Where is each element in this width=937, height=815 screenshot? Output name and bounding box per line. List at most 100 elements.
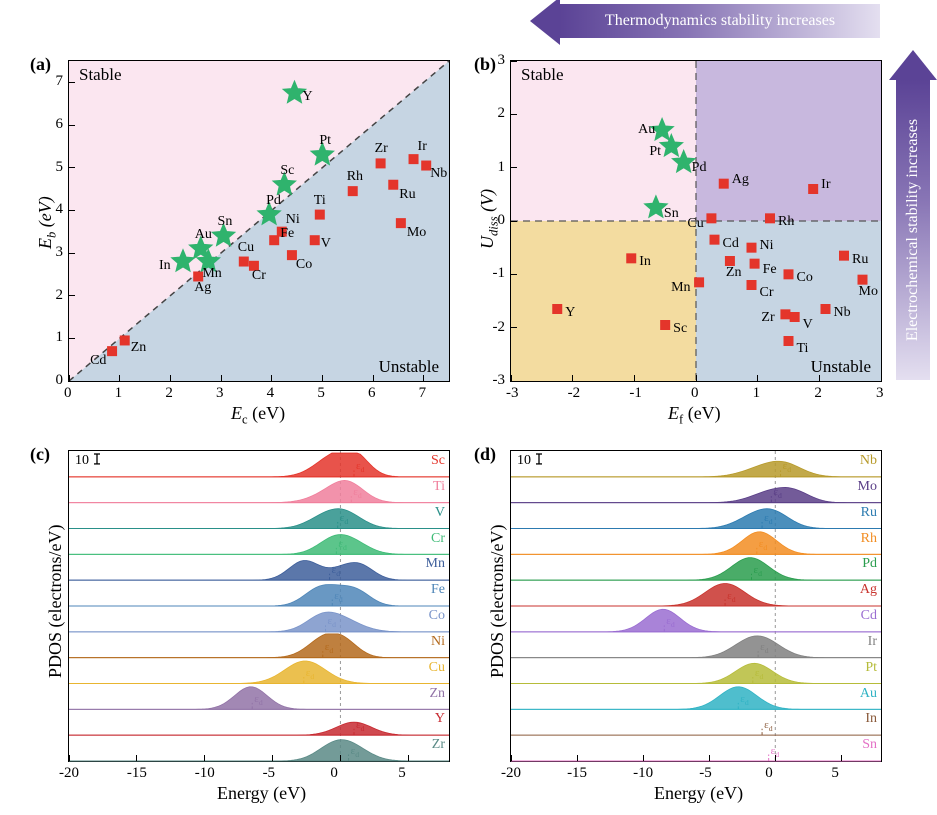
pdos-right: εdNbεdMoεdRuεdRhεdPdεdAgεdCdεdIrεdPtεdAu… — [510, 450, 882, 762]
pdos-left: εdScεdTiεdVεdCrεdMnεdFeεdCoεdNiεdCuεdZnε… — [68, 450, 450, 762]
pdos-row-pt: Pt — [865, 660, 877, 676]
point-label-y: Y — [565, 305, 575, 321]
point-label-nb: Nb — [430, 166, 447, 182]
point-label-in: In — [639, 254, 651, 270]
point-label-cu: Cu — [238, 240, 254, 256]
ed-label-rh: εd — [759, 538, 767, 552]
point-label-pt: Pt — [319, 133, 331, 149]
point-label-cd: Cd — [90, 353, 106, 369]
y-axis-title: Eb (eV) — [35, 196, 60, 249]
x-tick: 5 — [398, 765, 406, 782]
pdos-row-cd: Cd — [861, 608, 877, 624]
ed-label-ag: εd — [727, 590, 735, 604]
stable-label: Stable — [521, 65, 564, 85]
ed-label-ti: εd — [353, 486, 361, 500]
x-tick: 5 — [831, 765, 839, 782]
y-tick: 2 — [498, 105, 506, 122]
pdos-row-au: Au — [860, 686, 877, 702]
ed-label-ni: εd — [325, 641, 333, 655]
pdos-row-zn: Zn — [429, 686, 445, 702]
pdos-row-ru: Ru — [861, 505, 877, 521]
point-label-sn: Sn — [664, 206, 679, 222]
point-label-ni: Ni — [760, 238, 774, 254]
ed-label-pd: εd — [754, 564, 762, 578]
point-label-zn: Zn — [726, 265, 742, 281]
pdos-row-sn: Sn — [862, 737, 877, 753]
point-label-ru: Ru — [399, 187, 415, 203]
ed-label-ir: εd — [760, 641, 768, 655]
y-tick: 6 — [56, 116, 64, 133]
point-label-fe: Fe — [763, 262, 777, 278]
scatter-udiss-ef: StableUnstable-3-2-10123-3-2-10123Ef (eV… — [510, 60, 882, 382]
scatter-eb-ec: StableUnstable0123456701234567Ec (eV)Eb … — [68, 60, 450, 382]
panel-c-label: (c) — [30, 444, 50, 465]
point-label-ir: Ir — [418, 139, 427, 155]
x-tick: 4 — [267, 385, 275, 402]
unstable-label: Unstable — [811, 357, 871, 377]
pdos-row-in: In — [865, 711, 877, 727]
pdos-row-cu: Cu — [429, 660, 445, 676]
x-tick: 1 — [115, 385, 123, 402]
point-label-rh: Rh — [347, 169, 363, 185]
ed-label-cr: εd — [338, 538, 346, 552]
x-tick: 3 — [216, 385, 224, 402]
pdos-row-nb: Nb — [860, 453, 877, 469]
point-label-sc: Sc — [280, 163, 294, 179]
y-tick: 1 — [56, 329, 64, 346]
point-label-cd: Cd — [723, 236, 739, 252]
ed-label-mo: εd — [773, 486, 781, 500]
scale-label: 10 — [75, 453, 89, 469]
point-label-co: Co — [797, 270, 813, 286]
point-label-cr: Cr — [252, 268, 266, 284]
point-label-mo: Mo — [407, 225, 426, 241]
panel-a-label: (a) — [30, 54, 51, 75]
ed-label-zn: εd — [254, 693, 262, 707]
x-tick: -20 — [59, 765, 79, 782]
y-tick: -1 — [493, 265, 506, 282]
pdos-row-rh: Rh — [861, 531, 877, 547]
point-label-v: V — [803, 317, 813, 333]
point-label-y: Y — [302, 89, 312, 105]
ed-label-fe: εd — [334, 590, 342, 604]
point-label-co: Co — [296, 257, 312, 273]
pdos-row-cr: Cr — [431, 531, 445, 547]
pdos-row-pd: Pd — [862, 556, 877, 572]
x-tick: -10 — [633, 765, 653, 782]
pdos-row-mo: Mo — [858, 479, 877, 495]
panel-d-label: (d) — [474, 444, 496, 465]
pdos-row-ir: Ir — [868, 634, 877, 650]
x-tick: -3 — [506, 385, 519, 402]
x-axis-title: Ec (eV) — [231, 403, 285, 428]
y-tick: 5 — [56, 159, 64, 176]
ed-label-pt: εd — [755, 667, 763, 681]
pdos-row-mn: Mn — [426, 556, 445, 572]
ed-label-y: εd — [356, 719, 364, 733]
ed-label-in: εd — [764, 719, 772, 733]
point-label-rh: Rh — [778, 214, 794, 230]
pdos-row-co: Co — [429, 608, 445, 624]
y-axis-title: PDOS (electrons/eV) — [45, 525, 66, 678]
x-tick: -10 — [195, 765, 215, 782]
point-label-zn: Zn — [131, 340, 147, 356]
point-label-pd: Pd — [266, 193, 281, 209]
point-label-fe: Fe — [280, 226, 294, 242]
x-tick: -5 — [699, 765, 712, 782]
ed-label-ru: εd — [764, 512, 772, 526]
y-tick: -3 — [493, 372, 506, 389]
point-label-ru: Ru — [852, 252, 868, 268]
arrow-thermo: Thermodynamics stability increases — [560, 4, 880, 38]
x-tick: -15 — [127, 765, 147, 782]
ed-label-zr: εd — [351, 745, 359, 759]
ed-label-nb: εd — [783, 460, 791, 474]
y-tick: 2 — [56, 287, 64, 304]
point-label-zr: Zr — [375, 141, 388, 157]
y-axis-title: PDOS (electrons/eV) — [487, 525, 508, 678]
x-tick: 0 — [330, 765, 338, 782]
x-axis-title: Ef (eV) — [668, 403, 721, 428]
pdos-row-ag: Ag — [860, 582, 877, 598]
y-tick: 7 — [56, 73, 64, 90]
scale-label: 10 — [517, 453, 531, 469]
point-label-cu: Cu — [687, 216, 703, 232]
y-tick: -2 — [493, 319, 506, 336]
y-tick: 1 — [498, 159, 506, 176]
